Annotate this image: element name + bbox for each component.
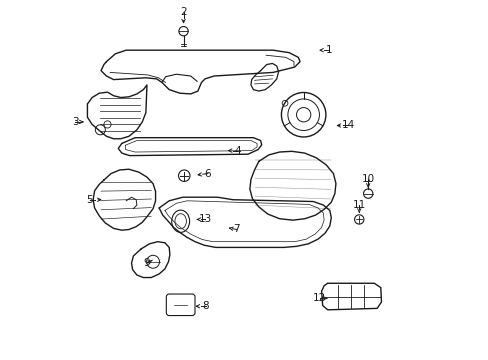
Text: 6: 6 [204,168,211,179]
Text: 2: 2 [180,7,186,17]
Text: 1: 1 [325,45,331,55]
Text: 14: 14 [341,121,354,130]
Text: 11: 11 [352,200,365,210]
Text: 4: 4 [234,145,240,156]
Text: 9: 9 [143,258,150,268]
Text: 12: 12 [312,293,326,303]
Text: 7: 7 [233,225,240,234]
Text: 13: 13 [198,215,211,224]
Text: 8: 8 [202,301,209,311]
Text: 5: 5 [86,195,93,205]
Text: 3: 3 [72,117,79,127]
Text: 10: 10 [361,174,374,184]
